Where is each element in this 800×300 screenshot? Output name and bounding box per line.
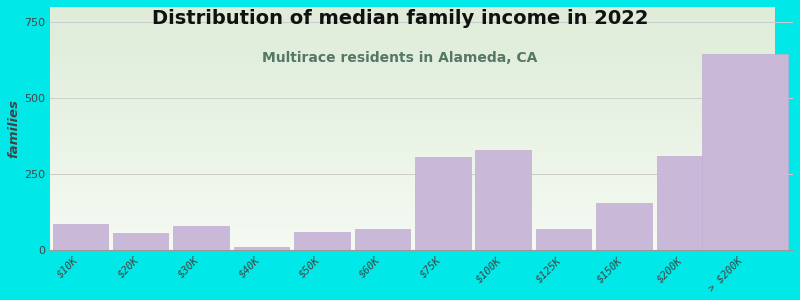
Bar xyxy=(354,229,410,250)
Text: Distribution of median family income in 2022: Distribution of median family income in … xyxy=(152,9,648,28)
Bar xyxy=(113,233,169,250)
Bar xyxy=(415,158,470,250)
Bar xyxy=(702,54,788,250)
Bar xyxy=(596,203,652,250)
Text: Multirace residents in Alameda, CA: Multirace residents in Alameda, CA xyxy=(262,51,538,65)
Bar xyxy=(53,224,108,250)
Bar xyxy=(174,226,229,250)
Bar xyxy=(536,229,591,250)
Bar xyxy=(475,150,531,250)
Bar xyxy=(234,247,290,250)
Bar xyxy=(657,156,712,250)
Y-axis label: families: families xyxy=(7,99,20,158)
Bar xyxy=(294,232,350,250)
